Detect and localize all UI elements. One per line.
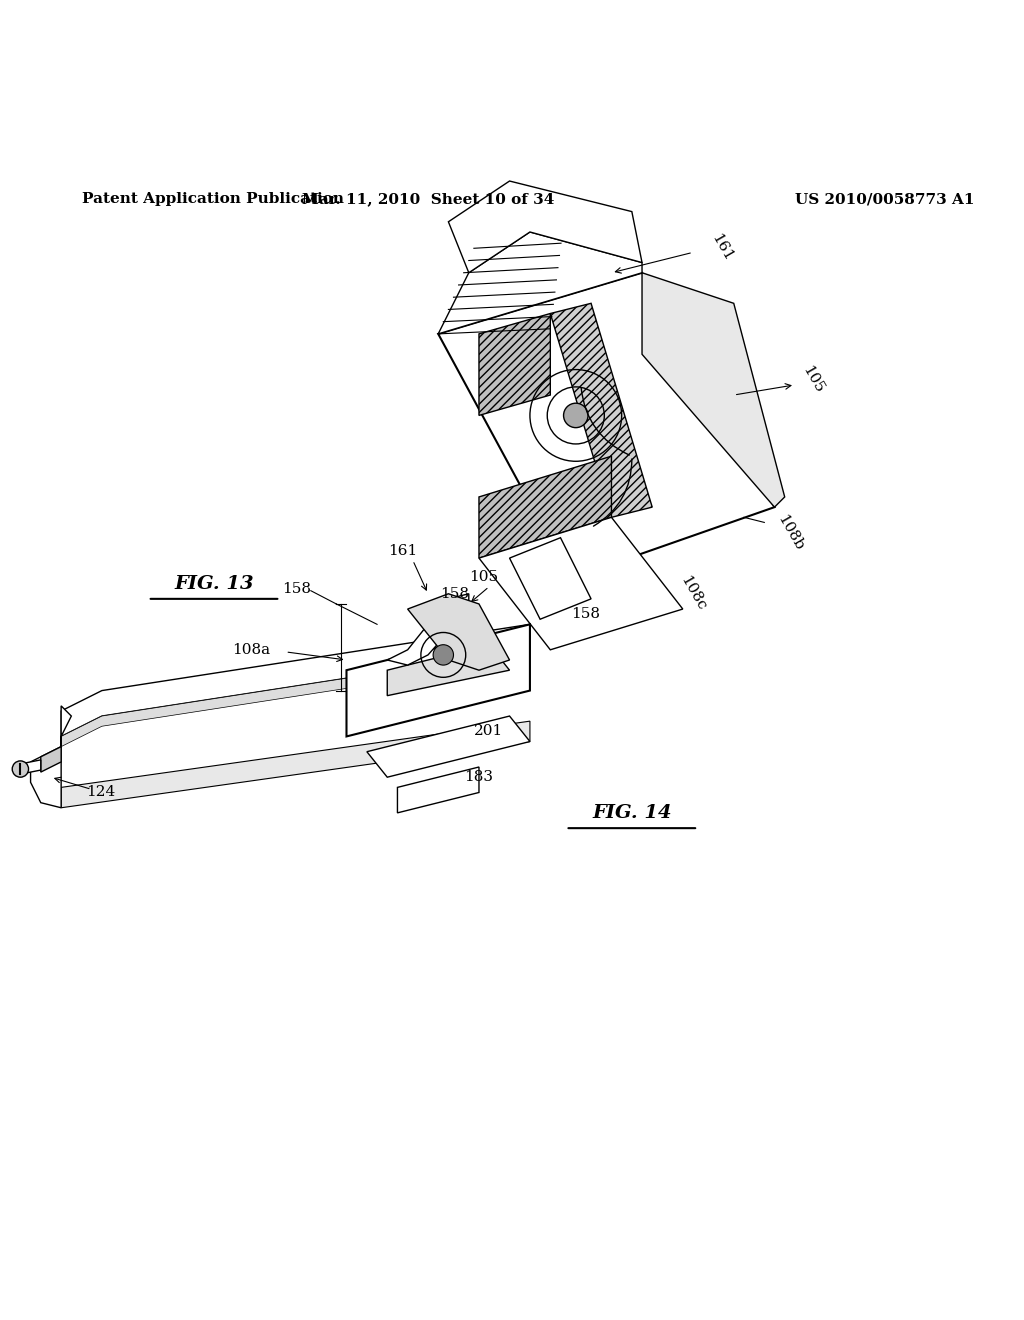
Circle shape — [12, 760, 29, 777]
Circle shape — [563, 403, 588, 428]
Polygon shape — [61, 624, 530, 737]
Text: 158: 158 — [282, 582, 311, 595]
Text: 124: 124 — [87, 785, 116, 800]
Text: Mar. 11, 2010  Sheet 10 of 34: Mar. 11, 2010 Sheet 10 of 34 — [302, 193, 554, 206]
Polygon shape — [479, 457, 611, 558]
Polygon shape — [387, 644, 510, 696]
Text: 108b: 108b — [774, 512, 806, 553]
Polygon shape — [550, 304, 652, 517]
Circle shape — [433, 644, 454, 665]
Polygon shape — [61, 721, 530, 808]
Text: 105: 105 — [800, 363, 826, 396]
Polygon shape — [479, 314, 550, 416]
Text: FIG. 14: FIG. 14 — [592, 804, 672, 822]
Polygon shape — [20, 760, 41, 774]
Text: Patent Application Publication: Patent Application Publication — [82, 193, 343, 206]
Text: 158: 158 — [570, 607, 600, 622]
Text: US 2010/0058773 A1: US 2010/0058773 A1 — [795, 193, 975, 206]
Text: 105: 105 — [469, 569, 498, 583]
Text: 161: 161 — [709, 231, 735, 264]
Polygon shape — [438, 273, 774, 578]
Polygon shape — [346, 624, 530, 737]
Text: 161: 161 — [388, 544, 417, 558]
Text: 108c: 108c — [678, 574, 709, 614]
Polygon shape — [642, 273, 784, 507]
Polygon shape — [387, 594, 469, 665]
Polygon shape — [449, 181, 642, 273]
Text: FIG. 13: FIG. 13 — [174, 574, 254, 593]
Text: 158: 158 — [439, 587, 469, 601]
Text: 183: 183 — [464, 770, 493, 784]
Polygon shape — [408, 594, 510, 671]
Polygon shape — [367, 715, 530, 777]
Polygon shape — [31, 706, 72, 808]
Text: 201: 201 — [474, 725, 503, 738]
Polygon shape — [61, 649, 530, 747]
Polygon shape — [438, 232, 642, 334]
Polygon shape — [397, 767, 479, 813]
Polygon shape — [41, 747, 61, 772]
Text: 108a: 108a — [231, 643, 270, 657]
Polygon shape — [510, 537, 591, 619]
Polygon shape — [479, 517, 683, 649]
